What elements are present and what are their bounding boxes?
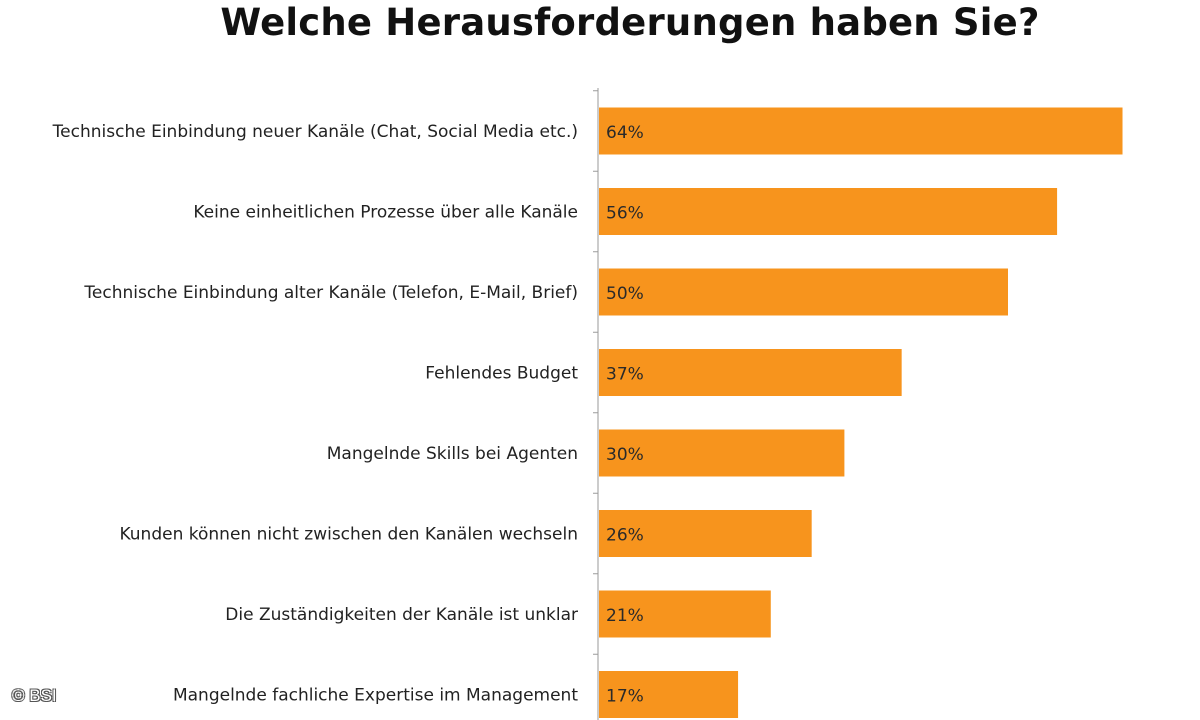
bar (599, 349, 902, 396)
bar (599, 268, 1008, 316)
category-label: Keine einheitlichen Prozesse über alle K… (193, 203, 578, 223)
value-label: 30% (606, 445, 644, 465)
value-label: 64% (606, 123, 644, 143)
value-label: 50% (606, 284, 644, 304)
chart-title: Welche Herausforderungen haben Sie? (220, 1, 1040, 44)
bar (599, 510, 812, 557)
category-label: Kunden können nicht zwischen den Kanälen… (119, 525, 578, 545)
bar (599, 590, 771, 638)
bar (599, 429, 845, 477)
copyright-watermark: © BSI (12, 686, 57, 705)
category-label: Mangelnde Skills bei Agenten (327, 444, 578, 464)
value-label: 37% (606, 365, 644, 385)
category-label: Die Zuständigkeiten der Kanäle ist unkla… (225, 605, 578, 625)
category-label: Technische Einbindung alter Kanäle (Tele… (83, 283, 578, 303)
value-label: 21% (606, 606, 644, 626)
value-label: 56% (606, 204, 644, 224)
bar (599, 671, 739, 718)
bar (599, 107, 1123, 155)
category-label: Mangelnde fachliche Expertise im Managem… (173, 686, 578, 706)
value-label: 26% (606, 526, 644, 546)
category-label: Technische Einbindung neuer Kanäle (Chat… (52, 122, 578, 142)
value-label: 17% (606, 687, 644, 707)
bar (599, 188, 1058, 235)
category-label: Fehlendes Budget (425, 364, 578, 384)
